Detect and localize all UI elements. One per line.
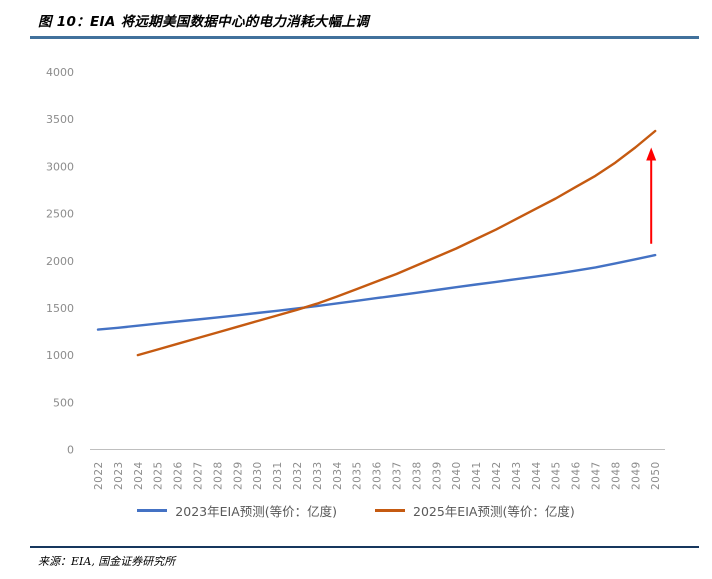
x-axis-tick-label: 2049 bbox=[630, 461, 642, 490]
x-axis-tick-label: 2040 bbox=[451, 461, 463, 490]
series-line-2025-forecast bbox=[136, 129, 657, 357]
legend-item-2023-forecast[interactable]: 2023年EIA预测(等价：亿度) bbox=[137, 501, 337, 520]
x-axis-tick-label: 2045 bbox=[551, 461, 563, 490]
y-axis-tick-label: 3500 bbox=[46, 113, 74, 126]
x-axis-tick-label: 2033 bbox=[312, 461, 324, 490]
y-axis-tick-label: 4000 bbox=[46, 66, 74, 79]
x-axis-tick-label: 2042 bbox=[491, 461, 503, 490]
legend-line-swatch-2025 bbox=[375, 509, 405, 512]
x-axis-tick-label: 2038 bbox=[411, 461, 423, 490]
x-axis-tick-label: 2030 bbox=[252, 461, 264, 490]
up-arrow-head bbox=[646, 147, 657, 161]
x-axis-tick-label: 2023 bbox=[113, 461, 125, 490]
x-axis-tick-label: 2047 bbox=[591, 461, 603, 490]
x-axis-tick-label: 2039 bbox=[431, 461, 443, 490]
x-axis-tick-label: 2029 bbox=[232, 461, 244, 490]
x-axis-tick-label: 2037 bbox=[392, 461, 404, 490]
title-rule bbox=[30, 36, 699, 39]
x-axis-tick-label: 2025 bbox=[153, 461, 165, 490]
x-axis-tick-label: 2050 bbox=[650, 461, 662, 490]
x-axis-tick-label: 2028 bbox=[212, 461, 224, 490]
y-axis-tick-label: 500 bbox=[53, 396, 74, 409]
y-axis-tick-label: 0 bbox=[67, 444, 74, 457]
y-axis-tick-label: 1000 bbox=[46, 349, 74, 362]
x-axis-tick-label: 2046 bbox=[571, 461, 583, 490]
y-axis-tick-label: 3000 bbox=[46, 160, 74, 173]
x-axis-tick-label: 2035 bbox=[352, 461, 364, 490]
x-axis-tick-label: 2036 bbox=[372, 461, 384, 490]
x-axis-tick-label: 2026 bbox=[173, 461, 185, 490]
chart-legend: 2023年EIA预测(等价：亿度) 2025年EIA预测(等价：亿度) bbox=[0, 501, 712, 520]
x-axis-tick-label: 2048 bbox=[610, 461, 622, 490]
y-axis-tick-label: 1500 bbox=[46, 302, 74, 315]
figure-title: 图 10：EIA 将远期美国数据中心的电力消耗大幅上调 bbox=[38, 14, 369, 30]
source-note: 来源：EIA, 国金证券研究所 bbox=[38, 555, 176, 568]
legend-label-2023: 2023年EIA预测(等价：亿度) bbox=[175, 504, 337, 519]
chart-canvas: 0 500 1000 1500 2000 2500 3000 3500 4000 2022 2023… bbox=[46, 66, 665, 490]
x-axis-tick-label: 2043 bbox=[511, 461, 523, 490]
x-axis-tick-label: 2024 bbox=[133, 461, 145, 490]
y-axis-tick-label: 2500 bbox=[46, 208, 74, 221]
x-axis-tick-label: 2041 bbox=[471, 461, 483, 490]
y-axis-tick-label: 2000 bbox=[46, 255, 74, 268]
x-axis-tick-label: 2022 bbox=[93, 461, 105, 490]
legend-line-swatch-2023 bbox=[137, 509, 168, 512]
series-line-2023-forecast bbox=[96, 253, 657, 331]
x-axis-tick-label: 2034 bbox=[332, 461, 344, 490]
x-axis-tick-label: 2032 bbox=[292, 461, 304, 490]
legend-item-2025-forecast[interactable]: 2025年EIA预测(等价：亿度) bbox=[375, 501, 575, 520]
x-axis-tick-label: 2044 bbox=[531, 461, 543, 490]
x-axis-tick-label: 2027 bbox=[193, 461, 205, 490]
source-rule bbox=[30, 546, 699, 548]
x-axis-tick-label: 2031 bbox=[272, 461, 284, 490]
legend-label-2025: 2025年EIA预测(等价：亿度) bbox=[413, 504, 575, 519]
